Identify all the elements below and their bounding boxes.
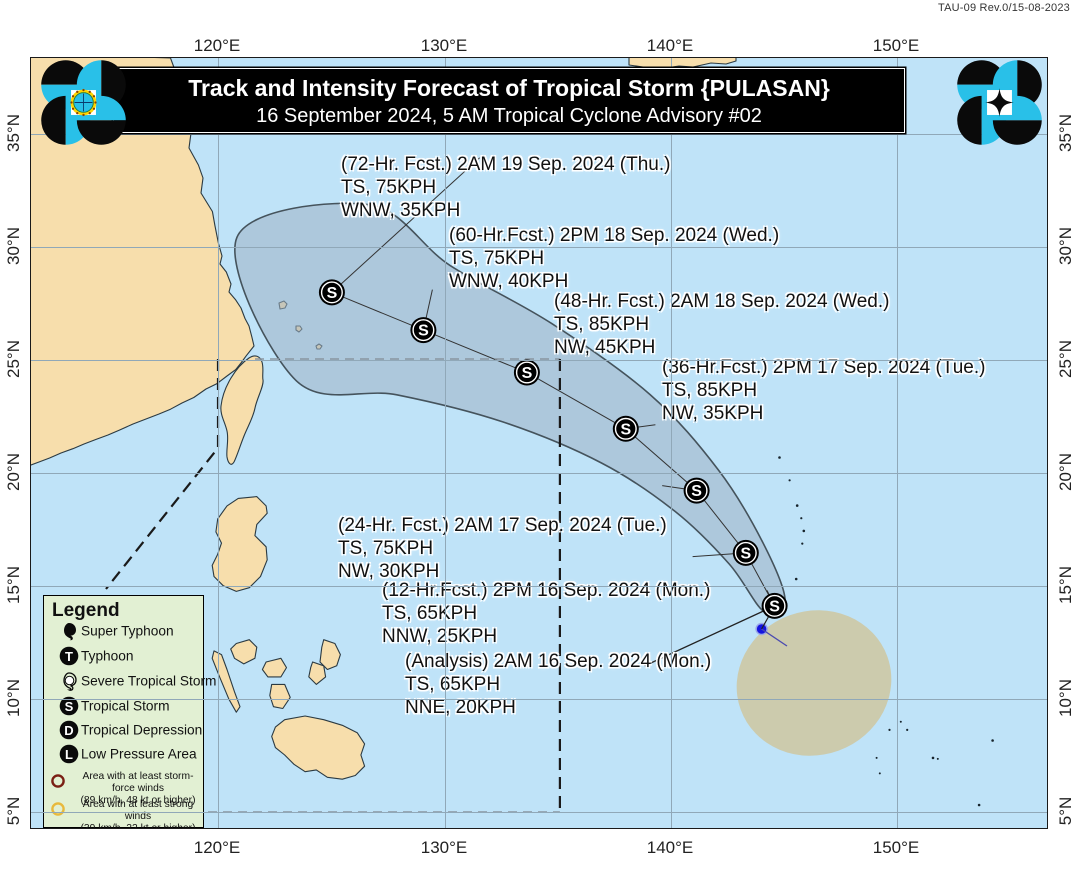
svg-text:S: S — [522, 365, 533, 382]
svg-text:S: S — [691, 483, 702, 500]
svg-text:D: D — [64, 723, 73, 738]
svg-text:S: S — [418, 323, 429, 340]
svg-text:S: S — [620, 421, 631, 438]
svg-text:L: L — [65, 747, 73, 762]
svg-text:S: S — [769, 598, 780, 615]
svg-text:S: S — [740, 545, 751, 562]
svg-text:T: T — [65, 649, 73, 664]
svg-text:S: S — [65, 699, 74, 714]
svg-text:S: S — [327, 285, 338, 302]
